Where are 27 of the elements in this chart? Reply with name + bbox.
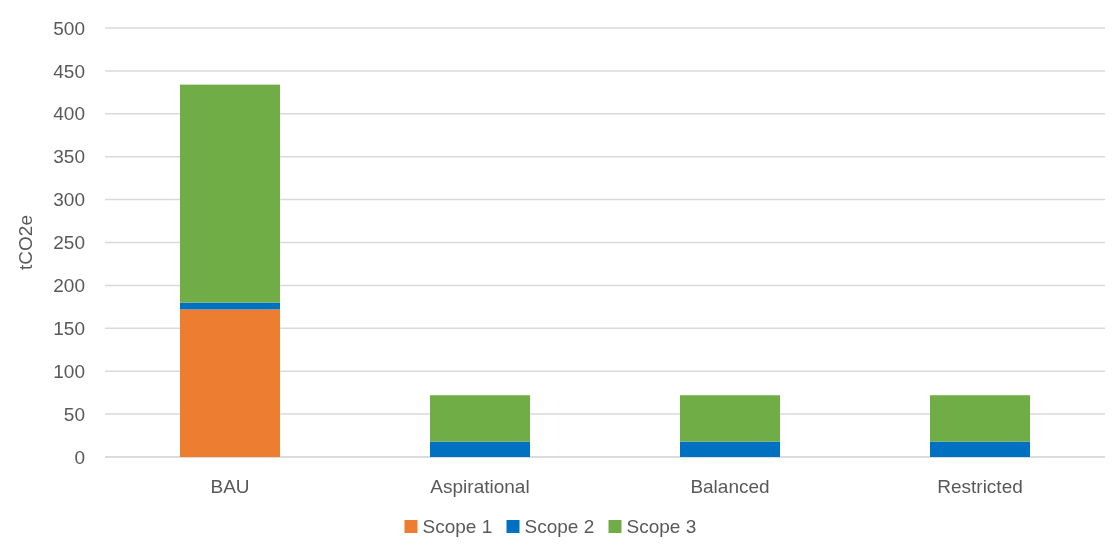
y-tick-label: 350: [53, 146, 85, 168]
legend-label: Scope 2: [524, 516, 595, 537]
y-tick-label: 450: [53, 60, 85, 82]
legend-label: Scope 3: [626, 516, 697, 537]
x-tick-label: Aspirational: [430, 476, 530, 497]
bar: [680, 441, 780, 457]
y-tick-label: 0: [74, 446, 85, 468]
x-tick-label: Balanced: [690, 476, 770, 497]
bar: [680, 395, 780, 442]
y-tick-label: 100: [53, 360, 85, 382]
y-tick-label: 400: [53, 103, 85, 125]
y-tick-label: 300: [53, 189, 85, 211]
y-tick-label: 500: [53, 17, 85, 39]
x-tick-label: BAU: [210, 476, 250, 497]
x-tick-label: Restricted: [937, 476, 1023, 497]
y-tick-label: 200: [53, 275, 85, 297]
y-tick-label: 150: [53, 317, 85, 339]
bar: [180, 84, 280, 303]
bar: [180, 309, 280, 457]
bar: [930, 441, 1030, 457]
legend-label: Scope 1: [422, 516, 493, 537]
bar: [430, 441, 530, 457]
bar: [930, 395, 1030, 442]
bar: [430, 395, 530, 442]
y-tick-label: 50: [63, 403, 85, 425]
y-axis-title: tCO2e: [15, 215, 36, 270]
y-tick-label: 250: [53, 232, 85, 254]
